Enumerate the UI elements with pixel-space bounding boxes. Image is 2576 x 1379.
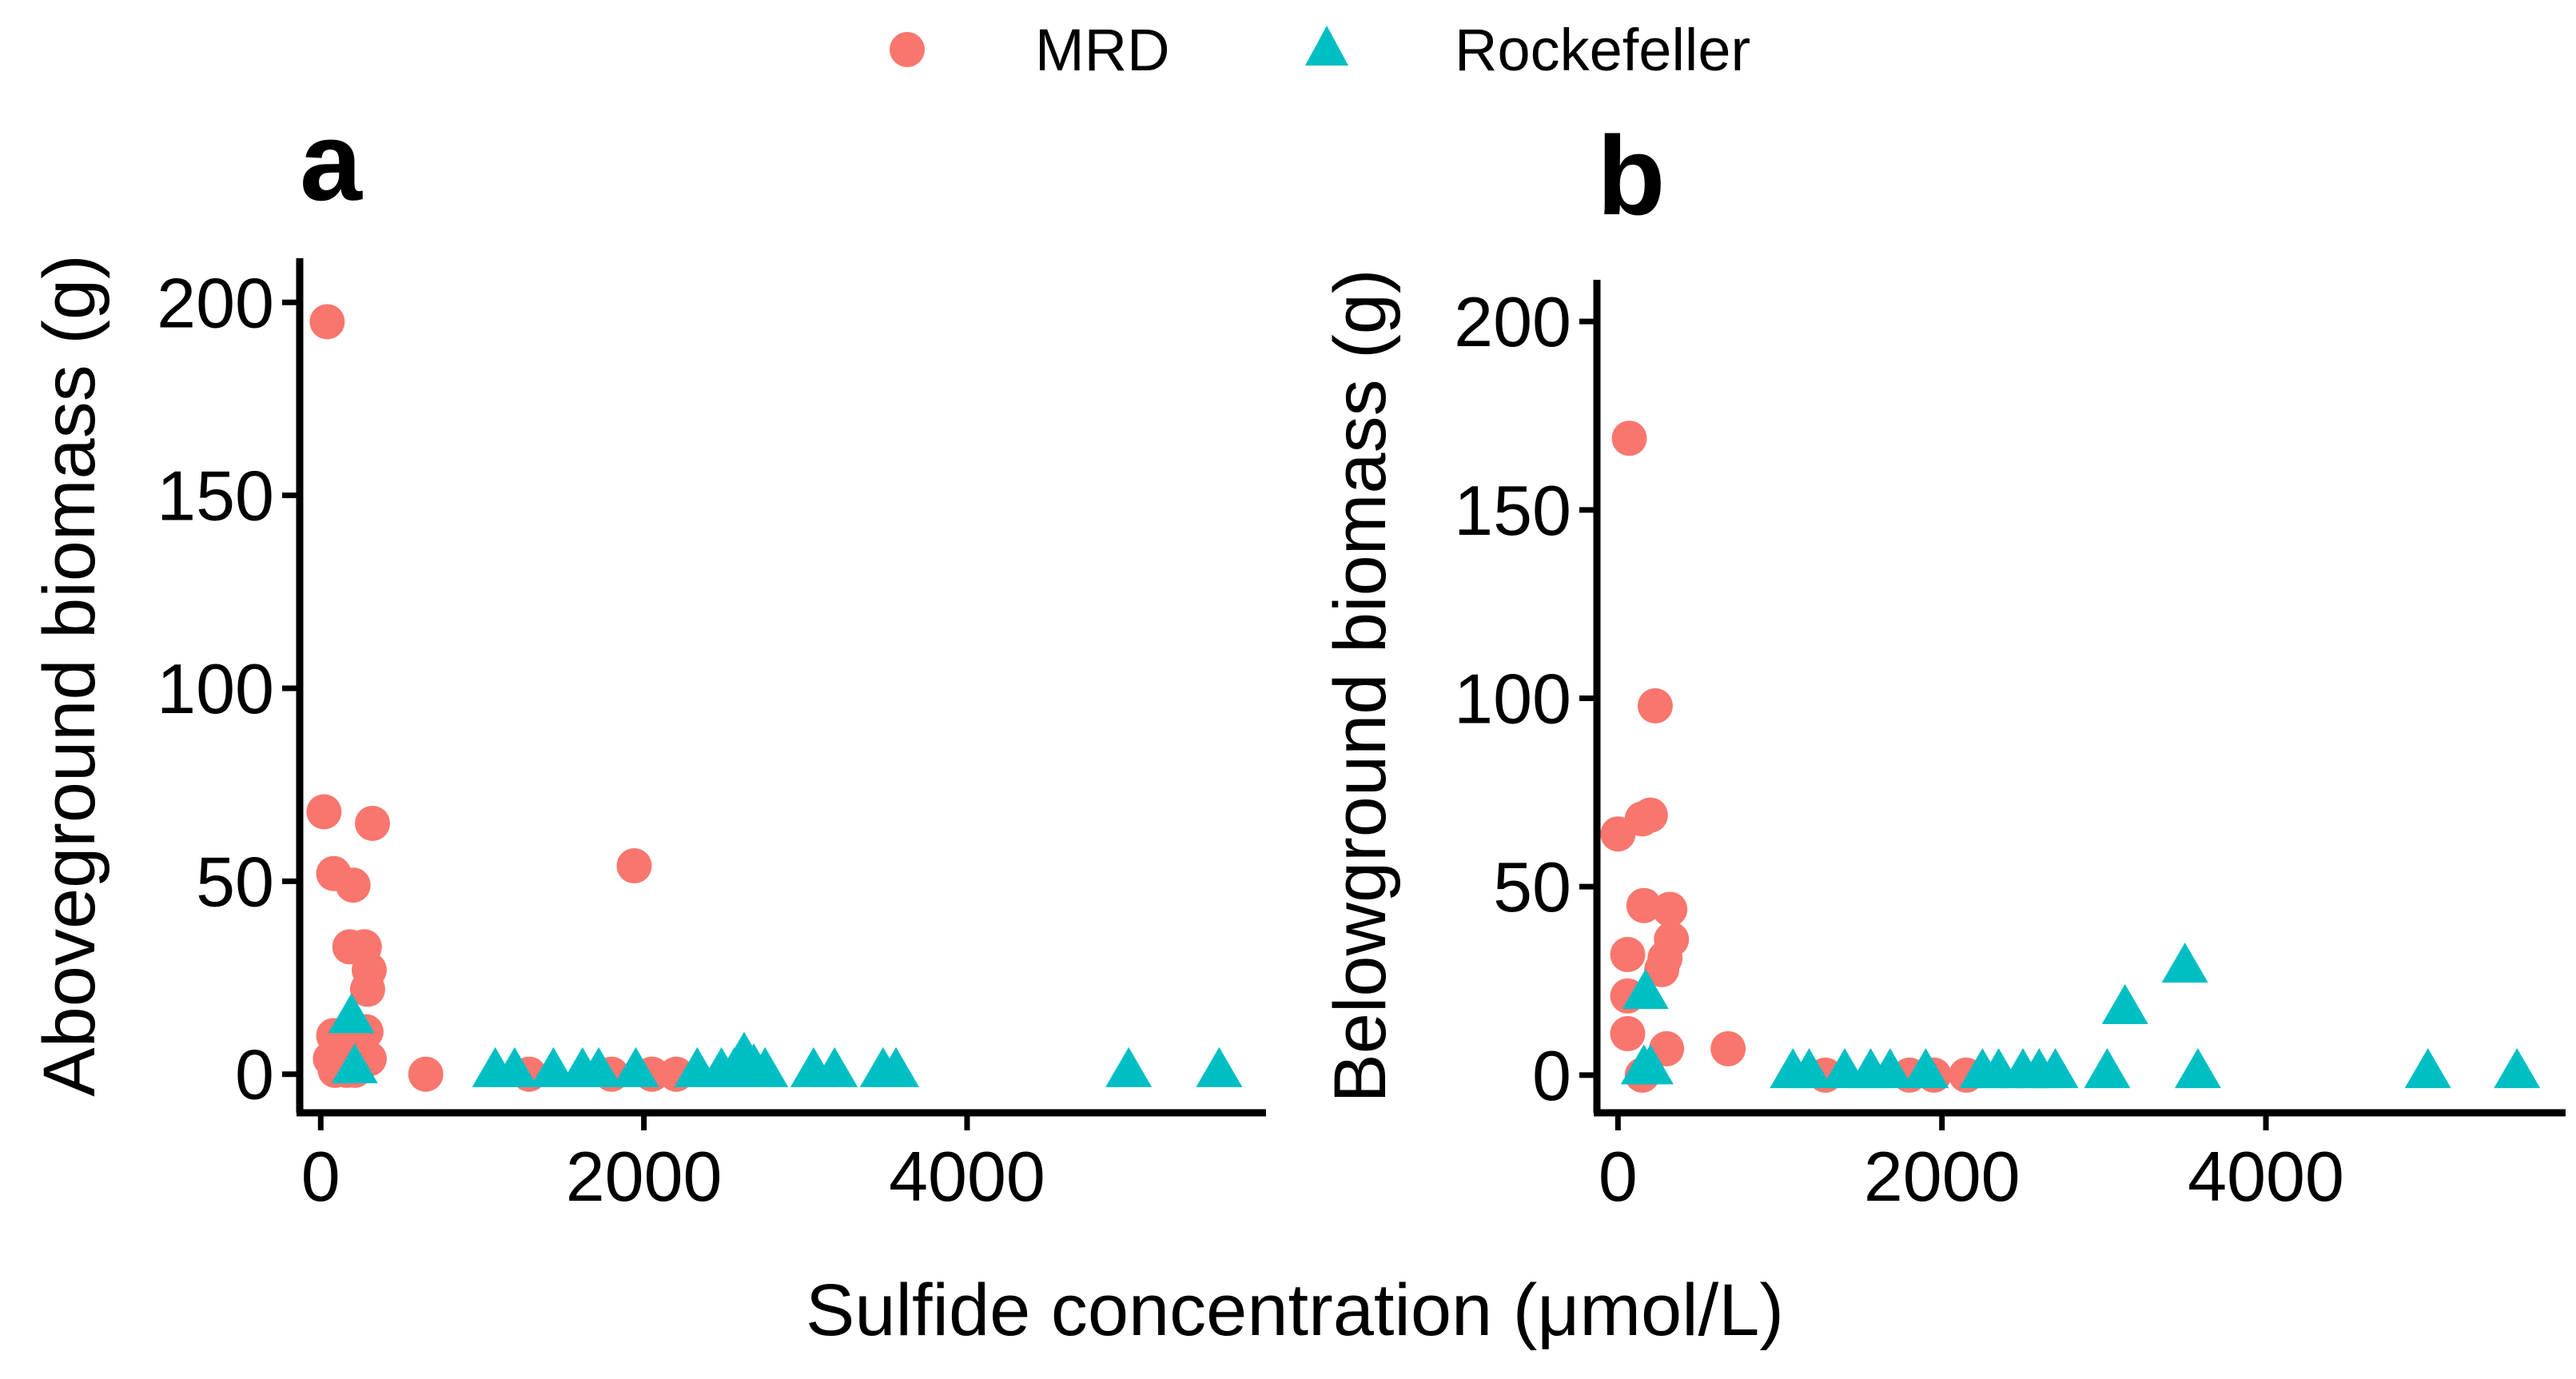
panel-a-point-rockefeller	[331, 1043, 378, 1084]
panel-b-ytick-label: 200	[1454, 282, 1571, 361]
panel-b-ytick-label: 100	[1454, 660, 1571, 739]
panel-a-point-mrd	[335, 867, 371, 903]
panel-b-point-mrd	[1637, 688, 1673, 723]
panel-a-point-rockefeller	[328, 993, 375, 1034]
panel-a-point-rockefeller	[612, 1046, 659, 1087]
panel-b-xtick-label: 0	[1599, 1137, 1638, 1216]
panel-a: a Aboveground biomass (g) 0 50 100 150 200 0…	[29, 98, 1266, 1216]
panel-b-point-mrd	[1610, 1016, 1646, 1052]
panel-b-point-rockefeller	[1786, 1048, 1833, 1089]
panel-b-point-rockefeller	[1866, 1048, 1913, 1089]
panel-b-xtick-label: 4000	[2188, 1137, 2344, 1216]
panel-b-point-mrd	[1624, 801, 1660, 837]
legend-mrd-label: MRD	[1035, 17, 1170, 83]
panel-b-point-rockefeller	[1902, 1048, 1949, 1089]
panel-a-ylabel: Aboveground biomass (g)	[29, 254, 110, 1096]
panel-a-point-rockefeller	[742, 1046, 789, 1087]
panel-a-xtick-label: 2000	[566, 1137, 723, 1216]
panel-b-ytick-label: 150	[1454, 471, 1571, 550]
panel-a-point-rockefeller	[811, 1046, 858, 1087]
panel-b-ytick-label: 0	[1532, 1036, 1571, 1115]
panel-b-point-mrd	[1611, 420, 1647, 456]
legend: MRD Rockefeller	[890, 17, 1750, 83]
panel-b-ytick-label: 50	[1493, 847, 1571, 927]
panel-a-xtick-label: 0	[301, 1137, 340, 1216]
panel-b-y-ticks: 0 50 100 150 200	[1454, 282, 1597, 1115]
panel-a-y-ticks: 0 50 100 150 200	[157, 263, 300, 1114]
panel-b-point-mrd	[1710, 1030, 1746, 1066]
panel-b-point-rockefeller	[2101, 984, 2148, 1025]
panel-a-x-ticks: 0 2000 4000	[301, 1113, 1045, 1216]
panel-b-point-mrd	[1652, 891, 1688, 927]
panel-a-point-mrd	[349, 971, 385, 1007]
panel-b-point-rockefeller	[2161, 943, 2208, 983]
panel-b-point-rockefeller	[2404, 1048, 2451, 1089]
panel-b-point-mrd	[1626, 887, 1662, 923]
legend-rockefeller-marker	[1305, 26, 1348, 66]
panel-a-ytick-label: 0	[235, 1035, 274, 1114]
panel-b: b Belowground biomass (g) 0 50 100 150 200 0…	[1320, 113, 2566, 1216]
shared-xlabel: Sulfide concentration (μmol/L)	[806, 1269, 1784, 1351]
panel-a-point-rockefeller	[491, 1046, 538, 1087]
panel-b-letter: b	[1597, 113, 1666, 238]
panel-a-ytick-label: 50	[196, 842, 274, 921]
panel-b-point-rockefeller	[2494, 1048, 2541, 1089]
panel-a-ytick-label: 100	[157, 649, 274, 728]
panel-b-x-ticks: 0 2000 4000	[1599, 1113, 2344, 1216]
panel-a-point-mrd	[354, 805, 390, 841]
panel-a-point-mrd	[306, 794, 342, 830]
panel-a-point-mrd	[616, 848, 652, 884]
panel-a-xtick-label: 4000	[889, 1137, 1045, 1216]
panel-b-point-rockefeller	[2032, 1048, 2079, 1089]
panel-a-points	[306, 304, 1243, 1092]
panel-b-point-mrd	[1610, 937, 1646, 973]
panel-a-point-rockefeller	[1196, 1046, 1243, 1087]
panel-a-point-mrd	[309, 304, 345, 340]
panel-b-point-rockefeller	[2174, 1048, 2221, 1089]
panel-b-point-rockefeller	[1626, 1044, 1674, 1085]
panel-a-point-rockefeller	[530, 1046, 577, 1087]
legend-rockefeller-label: Rockefeller	[1455, 17, 1750, 83]
panel-b-points	[1600, 420, 2541, 1093]
legend-mrd-marker	[890, 32, 925, 67]
panel-a-point-mrd	[408, 1056, 444, 1092]
panel-a-ytick-label: 150	[157, 456, 274, 536]
panel-a-point-rockefeller	[575, 1046, 623, 1087]
panel-a-ytick-label: 200	[157, 263, 274, 342]
panel-b-xtick-label: 2000	[1864, 1137, 2021, 1216]
panel-b-point-rockefeller	[2084, 1048, 2131, 1089]
panel-b-ylabel: Belowground biomass (g)	[1320, 269, 1401, 1102]
panel-a-point-rockefeller	[873, 1046, 920, 1087]
panel-a-point-rockefeller	[1105, 1046, 1153, 1087]
panel-b-point-rockefeller	[1622, 969, 1669, 1010]
panel-b-point-mrd	[1644, 951, 1680, 987]
panel-a-letter: a	[300, 98, 363, 224]
